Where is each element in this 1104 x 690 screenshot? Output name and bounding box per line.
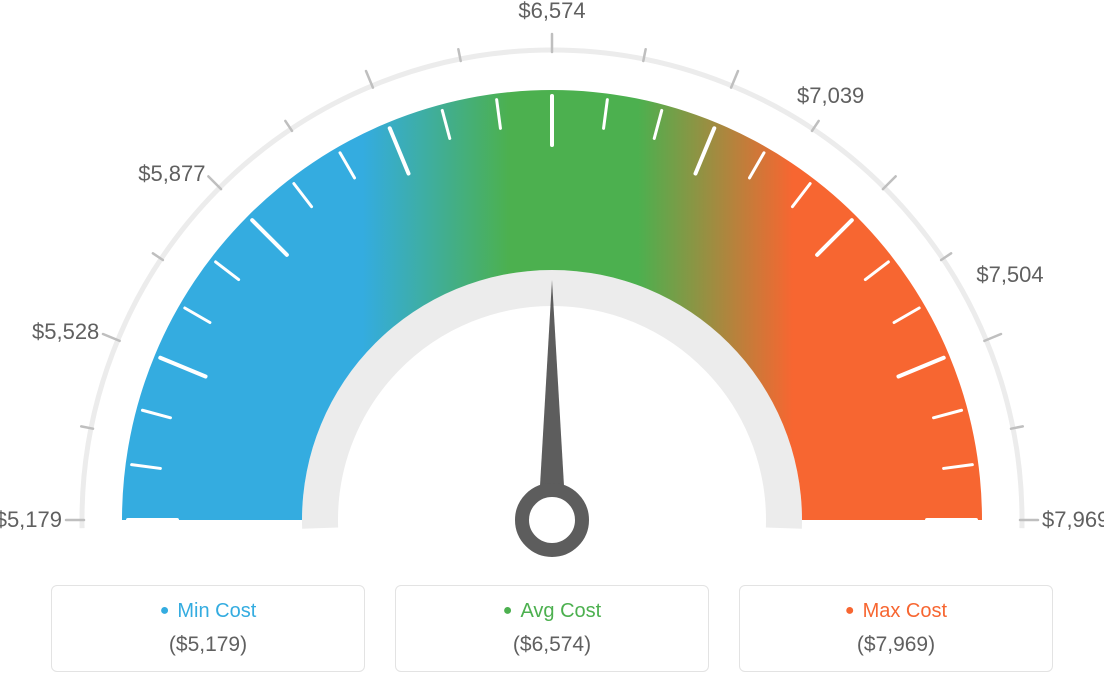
legend-min-label: Min Cost xyxy=(52,600,364,623)
gauge-needle-hub xyxy=(522,490,582,550)
gauge-tick-label: $5,179 xyxy=(0,507,62,533)
gauge-outer-tick xyxy=(883,176,896,189)
gauge-tick-label: $5,528 xyxy=(32,319,99,345)
legend-min-value: ($5,179) xyxy=(52,633,364,657)
legend-box-avg: Avg Cost ($6,574) xyxy=(395,585,709,672)
legend-avg-value: ($6,574) xyxy=(396,633,708,657)
legend: Min Cost ($5,179) Avg Cost ($6,574) Max … xyxy=(0,585,1104,672)
gauge-tick-label: $7,039 xyxy=(797,83,864,109)
gauge-svg xyxy=(0,0,1104,570)
gauge-area: $5,179 $5,528 $5,877 $6,574 $7,039 $7,504 $7,9… xyxy=(0,0,1104,570)
legend-avg-label: Avg Cost xyxy=(396,600,708,623)
gauge-outer-tick xyxy=(208,176,221,189)
cost-gauge-chart: $5,179 $5,528 $5,877 $6,574 $7,039 $7,504 $7,9… xyxy=(0,0,1104,690)
legend-box-min: Min Cost ($5,179) xyxy=(51,585,365,672)
gauge-tick-label: $7,969 xyxy=(1042,507,1104,533)
legend-max-label: Max Cost xyxy=(740,600,1052,623)
gauge-tick-label: $5,877 xyxy=(138,161,205,187)
legend-max-value: ($7,969) xyxy=(740,633,1052,657)
gauge-tick-label: $6,574 xyxy=(518,0,585,24)
legend-box-max: Max Cost ($7,969) xyxy=(739,585,1053,672)
gauge-tick-label: $7,504 xyxy=(976,262,1043,288)
